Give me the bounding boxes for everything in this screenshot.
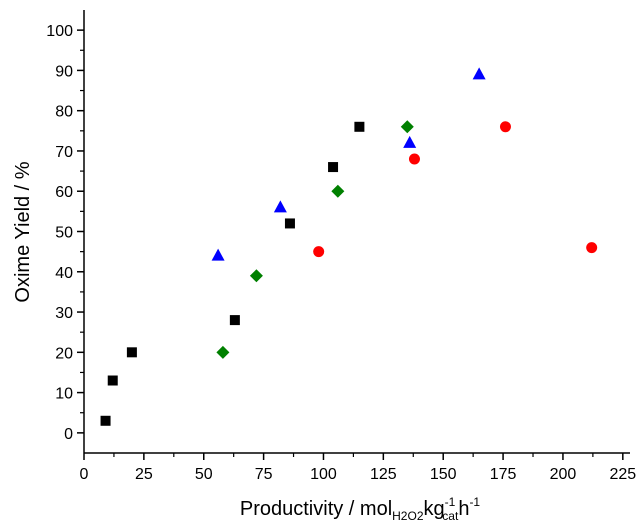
y-tick-label: 60 (55, 184, 73, 201)
x-tick-label: 25 (135, 466, 153, 483)
square-marker (354, 121, 365, 132)
circle-marker (408, 153, 420, 165)
x-tick-label: 125 (370, 466, 397, 483)
y-tick-label: 40 (55, 265, 73, 282)
x-axis-title-sup-1: -1 (445, 495, 456, 509)
x-axis-title-sup-2: -1 (469, 495, 480, 509)
y-tick-label: 80 (55, 104, 73, 121)
diamond-marker (216, 345, 230, 359)
x-tick-label: 50 (195, 466, 213, 483)
triangle-marker (472, 67, 486, 80)
y-tick-label: 0 (64, 426, 73, 443)
diamond-marker (331, 184, 345, 198)
y-tick-label: 20 (55, 345, 73, 362)
x-tick-label: 100 (310, 466, 337, 483)
triangle-marker (273, 200, 287, 213)
triangle-marker (211, 248, 225, 261)
data-points (100, 67, 598, 426)
x-axis-title-sub-h2o2: H2O2 (392, 509, 424, 523)
x-tick-label: 175 (490, 466, 517, 483)
triangle-marker (403, 135, 417, 148)
x-tick-label: 75 (255, 466, 273, 483)
x-axis-title-sub-cat: cat (442, 509, 459, 523)
x-axis-title: Productivity / molH2O2kg-1 cath-1 (240, 495, 481, 523)
y-tick-label: 100 (46, 23, 73, 40)
x-tick-label: 0 (80, 466, 89, 483)
axes (83, 10, 630, 454)
square-marker (100, 415, 111, 426)
y-tick-label: 30 (55, 305, 73, 322)
x-axis-title-h: h (458, 498, 469, 520)
x-axis-ticks: 0 25 50 75 100 125 150 175 200 225 (80, 453, 636, 483)
square-marker (229, 315, 240, 326)
circle-marker (313, 246, 325, 258)
x-tick-label: 150 (430, 466, 457, 483)
square-marker (107, 375, 118, 386)
circle-marker (586, 242, 598, 254)
y-axis-ticks: 0 10 20 30 40 50 60 70 80 90 100 (46, 23, 84, 443)
diamond-marker (249, 269, 263, 283)
square-marker (328, 162, 339, 173)
x-axis-title-kg: kg (424, 498, 445, 520)
x-tick-label: 200 (550, 466, 577, 483)
square-marker (126, 347, 137, 358)
diamond-marker (400, 120, 414, 134)
y-tick-label: 50 (55, 225, 73, 242)
x-axis-title-main: Productivity / mol (240, 498, 392, 520)
square-marker (284, 218, 295, 229)
x-tick-label: 225 (609, 466, 636, 483)
y-tick-label: 10 (55, 386, 73, 403)
y-tick-label: 70 (55, 144, 73, 161)
circle-marker (499, 121, 511, 133)
y-axis-title: Oxime Yield / % (12, 161, 34, 302)
y-tick-label: 90 (55, 63, 73, 80)
